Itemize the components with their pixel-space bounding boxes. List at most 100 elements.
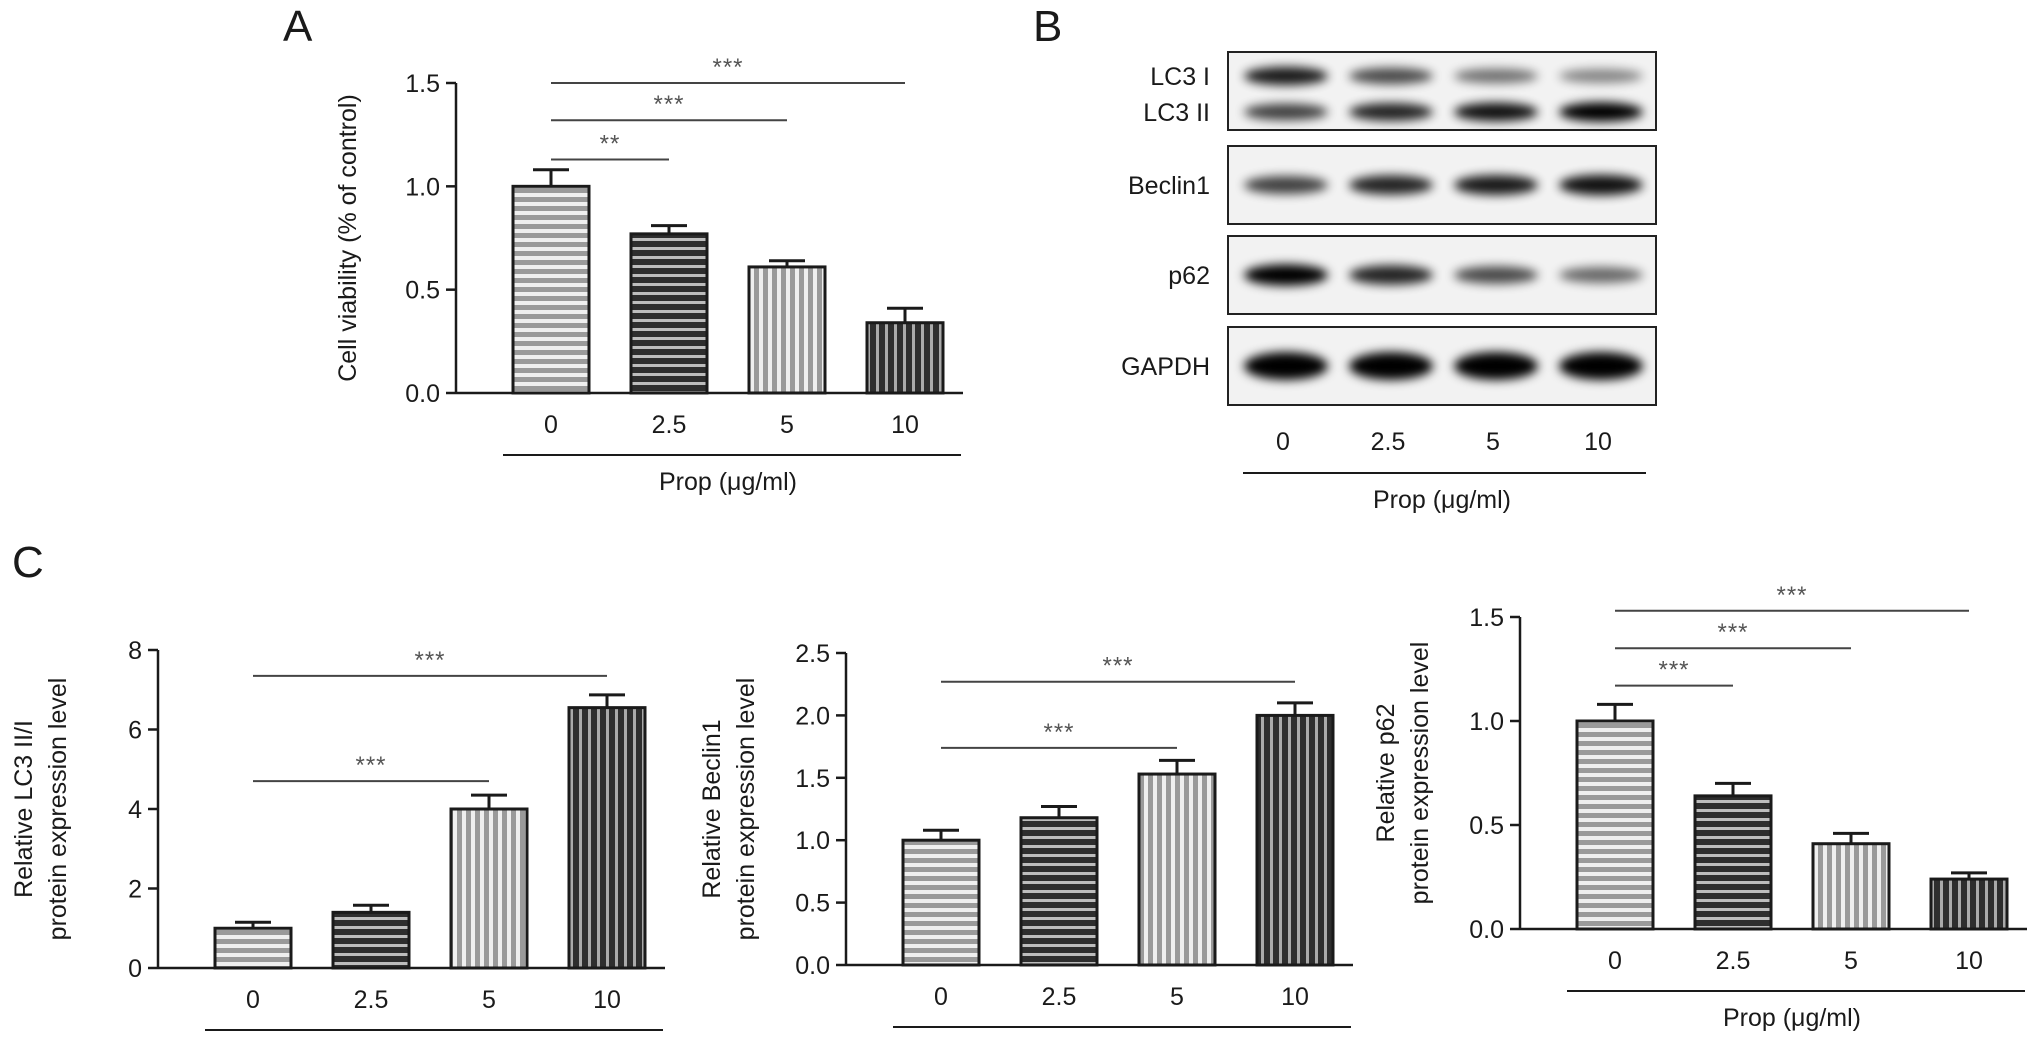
y-axis-title: Cell viability (% of control) (334, 94, 362, 382)
bar (629, 232, 709, 395)
blot-band (1559, 174, 1643, 196)
y-axis-title: Relative LC3 II/I (10, 720, 38, 898)
blot-band (1559, 352, 1643, 380)
significance-stars: *** (355, 752, 386, 779)
x-tick-label: 2.5 (652, 411, 687, 439)
y-tick-label: 8 (128, 637, 142, 665)
bar (213, 926, 293, 970)
blot-band (1454, 102, 1538, 122)
blot-row-label: LC3 I (1150, 63, 1210, 91)
blot-lane-label: 0 (1276, 428, 1290, 456)
chart-a-cell-viability: 0.0 0.5 1.0 1.5 Cell viability (% of control… (300, 40, 963, 515)
y-tick-label: 0.0 (1469, 916, 1504, 944)
blot-band (1349, 265, 1433, 285)
y-tick-label: 6 (128, 717, 142, 745)
x-tick-label: 5 (780, 411, 794, 439)
bar (1255, 713, 1335, 967)
blot-lane-label: 2.5 (1371, 428, 1406, 456)
x-tick-label: 5 (482, 986, 496, 1014)
blot-band (1454, 352, 1538, 380)
y-axis-title: Relative p62 (1372, 704, 1400, 843)
significance-stars: *** (1717, 619, 1748, 646)
y-tick-label: 1.5 (405, 70, 440, 98)
blot-row-label: GAPDH (1121, 353, 1210, 381)
significance-stars: *** (1102, 653, 1133, 680)
y-tick-label: 2.5 (795, 640, 830, 668)
x-axis-title: Prop (μg/ml) (659, 468, 797, 496)
significance-stars: *** (1043, 719, 1074, 746)
bar (567, 706, 647, 970)
y-tick-label: 1.5 (795, 765, 830, 793)
blot-row-label: Beclin1 (1128, 172, 1210, 200)
x-tick-label: 10 (593, 986, 621, 1014)
y-tick-label: 0.5 (795, 890, 830, 918)
blot-x-axis-title: Prop (μg/ml) (1373, 486, 1511, 514)
x-tick-label: 5 (1170, 983, 1184, 1011)
blot-band (1244, 103, 1328, 121)
significance-stars: *** (1776, 582, 1807, 609)
y-axis-title: Relative Beclin1 (698, 719, 726, 898)
y-tick-label: 1.0 (405, 173, 440, 201)
blot-band (1559, 102, 1643, 122)
blot-band (1244, 352, 1328, 380)
x-axis-title: Prop (μg/ml) (1723, 1004, 1861, 1032)
significance-stars: *** (1658, 657, 1689, 684)
panel-letter-c: C (12, 538, 44, 587)
y-tick-label: 0.5 (405, 277, 440, 305)
y-tick-label: 0.0 (795, 952, 830, 980)
y-tick-label: 1.5 (1469, 604, 1504, 632)
bar (449, 807, 529, 970)
y-tick-label: 0.0 (405, 380, 440, 408)
blot-band (1349, 175, 1433, 195)
x-tick-label: 0 (1608, 947, 1622, 975)
bar (901, 838, 981, 967)
blot-band (1559, 267, 1643, 283)
bar (865, 321, 945, 395)
blot-band (1244, 264, 1328, 286)
x-tick-label: 10 (891, 411, 919, 439)
bar (511, 184, 591, 395)
x-tick-label: 10 (1281, 983, 1309, 1011)
blot-band (1454, 68, 1538, 84)
y-axis-title: protein expression level (44, 678, 72, 941)
blot-band (1244, 66, 1328, 86)
x-tick-label: 0 (544, 411, 558, 439)
y-tick-label: 1.0 (795, 827, 830, 855)
blot-band (1349, 103, 1433, 121)
bar (1929, 877, 2009, 931)
bar (1019, 816, 1099, 967)
y-axis-title: protein expression level (732, 678, 760, 941)
x-tick-label: 10 (1955, 947, 1983, 975)
y-tick-label: 0.5 (1469, 812, 1504, 840)
bar (331, 910, 411, 970)
panel-letter-a: A (283, 2, 313, 51)
chart-c-lc3: 0 2 4 6 8 Relative LC3 II/I protein expression… (10, 575, 665, 1040)
blot-band (1454, 175, 1538, 195)
significance-stars: *** (653, 91, 684, 118)
blot-band (1454, 266, 1538, 284)
significance-stars: ** (600, 130, 621, 157)
y-tick-label: 4 (128, 796, 142, 824)
y-tick-label: 2 (128, 876, 142, 904)
blot-band (1349, 352, 1433, 380)
x-tick-label: 2.5 (1042, 983, 1077, 1011)
y-tick-label: 1.0 (1469, 708, 1504, 736)
chart-c-p62: 0.0 0.5 1.0 1.5 Relative p62 protein expressi… (1372, 575, 2027, 1040)
blot-band (1559, 69, 1643, 83)
x-tick-label: 0 (246, 986, 260, 1014)
y-axis-title: protein expression level (1406, 642, 1434, 905)
chart-c-beclin1: 0.0 0.5 1.0 1.5 2.0 2.5 Relative Beclin1 protei… (698, 575, 1353, 1040)
blot-band (1349, 67, 1433, 85)
blot-lane-label: 10 (1584, 428, 1612, 456)
panel-letter-b: B (1033, 2, 1063, 51)
bar (747, 265, 827, 395)
significance-stars: *** (414, 647, 445, 674)
x-tick-label: 2.5 (354, 986, 389, 1014)
x-tick-label: 2.5 (1716, 947, 1751, 975)
y-tick-label: 2.0 (795, 702, 830, 730)
blot-row-label: p62 (1168, 262, 1210, 290)
bar (1693, 794, 1773, 931)
blot-band (1244, 176, 1328, 194)
x-tick-label: 5 (1844, 947, 1858, 975)
significance-stars: *** (712, 54, 743, 81)
